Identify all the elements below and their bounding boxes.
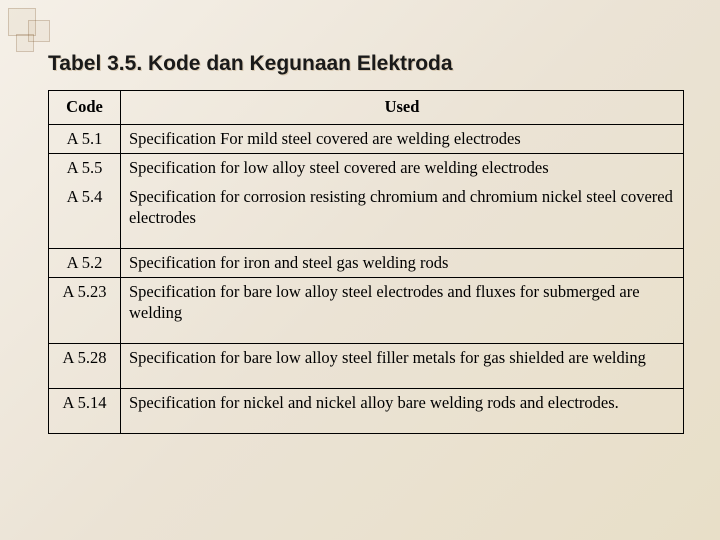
- slide-content: Tabel 3.5. Kode dan Kegunaan Elektroda C…: [48, 52, 684, 434]
- table-row-spacer: [49, 373, 684, 389]
- table-row-spacer: [49, 328, 684, 344]
- cell-code: [49, 328, 121, 344]
- cell-used: Specification For mild steel covered are…: [121, 124, 684, 154]
- cell-used: Specification for iron and steel gas wel…: [121, 248, 684, 278]
- table-row: A 5.28 Specification for bare low alloy …: [49, 344, 684, 373]
- cell-used: Specification for nickel and nickel allo…: [121, 389, 684, 418]
- cell-code: A 5.5: [49, 154, 121, 183]
- cell-code: A 5.1: [49, 124, 121, 154]
- cell-used: Specification for bare low alloy steel e…: [121, 278, 684, 328]
- table-row: A 5.5 Specification for low alloy steel …: [49, 154, 684, 183]
- table-row-spacer: [49, 418, 684, 434]
- cell-used: Specification for bare low alloy steel f…: [121, 344, 684, 373]
- cell-used: [121, 328, 684, 344]
- table-row-spacer: [49, 232, 684, 248]
- table-row: A 5.4 Specification for corrosion resist…: [49, 183, 684, 232]
- cell-used: [121, 373, 684, 389]
- electrode-table: Code Used A 5.1 Specification For mild s…: [48, 90, 684, 434]
- cell-code: A 5.23: [49, 278, 121, 328]
- cell-used: [121, 418, 684, 434]
- cell-code: A 5.28: [49, 344, 121, 373]
- cell-code: A 5.14: [49, 389, 121, 418]
- table-row: A 5.2 Specification for iron and steel g…: [49, 248, 684, 278]
- header-used: Used: [121, 91, 684, 125]
- cell-code: [49, 373, 121, 389]
- table-row: A 5.1 Specification For mild steel cover…: [49, 124, 684, 154]
- table-row: A 5.23 Specification for bare low alloy …: [49, 278, 684, 328]
- table-header-row: Code Used: [49, 91, 684, 125]
- table-row: A 5.14 Specification for nickel and nick…: [49, 389, 684, 418]
- cell-code: A 5.4: [49, 183, 121, 232]
- table-title: Tabel 3.5. Kode dan Kegunaan Elektroda: [48, 52, 684, 76]
- cell-code: [49, 232, 121, 248]
- cell-used: Specification for corrosion resisting ch…: [121, 183, 684, 232]
- cell-used: Specification for low alloy steel covere…: [121, 154, 684, 183]
- header-code: Code: [49, 91, 121, 125]
- cell-code: A 5.2: [49, 248, 121, 278]
- cell-used: [121, 232, 684, 248]
- cell-code: [49, 418, 121, 434]
